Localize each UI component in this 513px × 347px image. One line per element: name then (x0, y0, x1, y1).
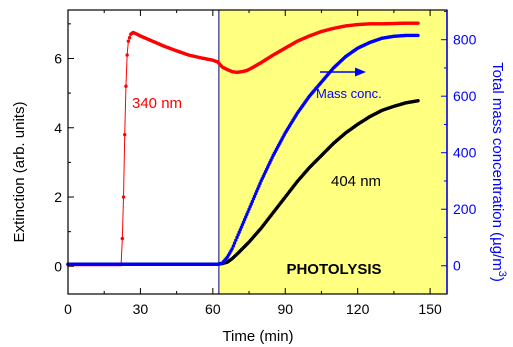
y2-tick-label: 0 (453, 258, 461, 274)
y2-axis-title-close: ) (489, 277, 506, 282)
data-point (126, 39, 131, 43)
data-point (258, 181, 262, 186)
data-point (250, 199, 255, 204)
data-point (244, 215, 248, 219)
label-340nm: 340 nm (132, 95, 182, 112)
x-tick-label: 60 (205, 301, 221, 317)
label-404nm: 404 nm (331, 173, 381, 190)
series-2 (66, 33, 420, 267)
data-point (121, 195, 126, 199)
y-tick-label: 6 (54, 50, 62, 66)
data-point (248, 204, 252, 209)
data-point (253, 192, 258, 196)
y-tick-label: 4 (54, 120, 62, 136)
y2-tick-label: 800 (453, 32, 477, 48)
x-tick-label: 90 (277, 301, 293, 317)
y-tick-label: 2 (54, 189, 62, 205)
x-axis-title: Time (min) (222, 328, 293, 345)
data-point (234, 238, 238, 243)
y-axis-title: Extinction (arb. units) (11, 102, 28, 243)
photolysis-region (218, 10, 447, 294)
tick-marks (67, 10, 447, 294)
series-layer (66, 21, 420, 267)
data-point (232, 241, 237, 245)
series-0 (66, 21, 420, 267)
data-point (416, 21, 420, 25)
data-point (127, 36, 132, 40)
photolysis-label: PHOTOLYSIS (286, 261, 381, 278)
data-point (416, 99, 420, 103)
x-tick-label: 120 (346, 301, 370, 317)
data-point (239, 225, 244, 229)
data-point (247, 207, 251, 211)
data-point (120, 236, 125, 241)
label-mass-conc: Mass conc. (316, 86, 382, 101)
y2-axis-title: Total mass concentration (µg/m3) (489, 62, 508, 282)
data-point (236, 233, 240, 237)
x-tick-label: 0 (64, 301, 72, 317)
data-point (257, 184, 261, 188)
data-point (235, 235, 239, 240)
data-point (249, 202, 253, 206)
data-point (416, 33, 420, 38)
x-tick-label: 150 (418, 301, 442, 317)
data-point (124, 84, 128, 88)
mass-conc-arrow-head (355, 67, 366, 77)
data-point (123, 132, 127, 137)
data-point (230, 247, 234, 251)
data-point (252, 194, 257, 199)
data-point (255, 189, 259, 193)
y-tick-label: 0 (54, 258, 62, 274)
data-point (251, 197, 256, 201)
data-point (242, 217, 247, 222)
data-point (241, 220, 246, 224)
y2-tick-label: 400 (453, 145, 477, 161)
y2-axis-title-main: Total mass concentration (µg/m (489, 62, 506, 271)
data-point (240, 222, 245, 227)
y2-tick-label: 200 (453, 201, 477, 217)
data-point (238, 228, 242, 232)
x-tick-label: 30 (133, 301, 149, 317)
data-point (256, 186, 260, 191)
y2-axis-title-sup: 3 (496, 271, 508, 277)
y2-tick-label: 600 (453, 88, 477, 104)
data-point (246, 210, 250, 214)
data-point (245, 212, 249, 217)
data-point (231, 244, 236, 248)
data-point (125, 53, 129, 57)
data-point (237, 230, 241, 235)
